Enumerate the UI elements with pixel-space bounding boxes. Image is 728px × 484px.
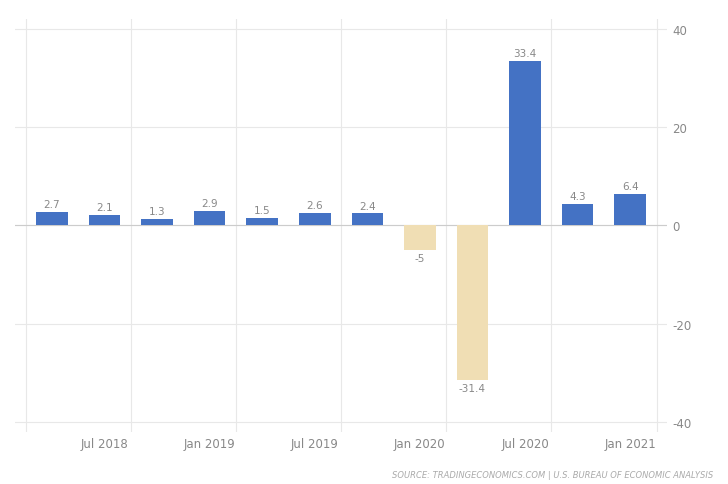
Text: 2.6: 2.6 [306,200,323,210]
Text: SOURCE: TRADINGECONOMICS.COM | U.S. BUREAU OF ECONOMIC ANALYSIS: SOURCE: TRADINGECONOMICS.COM | U.S. BURE… [392,470,713,479]
Bar [614,195,646,226]
Bar [246,218,278,226]
Text: 1.5: 1.5 [254,206,271,215]
Bar [456,226,488,380]
Text: 2.7: 2.7 [44,200,60,210]
Bar [404,226,435,250]
Bar [352,214,383,226]
Text: 4.3: 4.3 [569,192,586,202]
Bar [510,62,541,226]
Text: 2.4: 2.4 [359,201,376,211]
Bar [194,212,226,226]
Bar [299,213,331,226]
Bar [36,212,68,226]
Text: 6.4: 6.4 [622,182,638,192]
Text: 2.1: 2.1 [96,203,113,212]
Text: 1.3: 1.3 [149,207,165,216]
Text: 2.9: 2.9 [201,198,218,209]
Bar [562,205,593,226]
Text: -31.4: -31.4 [459,383,486,393]
Bar [89,215,120,226]
Bar [141,219,173,226]
Text: -5: -5 [415,253,425,263]
Text: 33.4: 33.4 [513,49,537,59]
